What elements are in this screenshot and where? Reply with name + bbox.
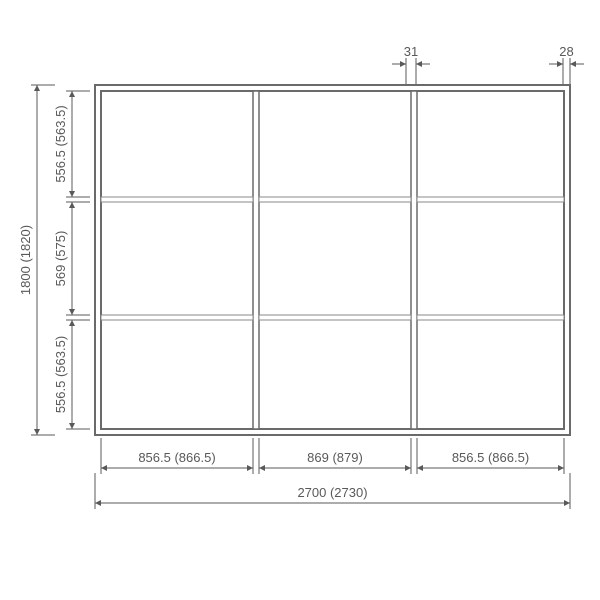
dim-label: 31 <box>404 44 418 59</box>
dim-label: 869 (879) <box>307 450 363 465</box>
dim-label: 28 <box>559 44 573 59</box>
mullion-0 <box>253 91 259 429</box>
dim-label: 556.5 (563.5) <box>53 105 68 182</box>
mullion-1 <box>411 91 417 429</box>
shelf-0-1 <box>259 197 411 202</box>
frame-outer <box>95 85 570 435</box>
shelf-1-2 <box>417 315 564 320</box>
dim-label: 856.5 (866.5) <box>138 450 215 465</box>
shelf-1-0 <box>101 315 253 320</box>
dim-label: 1800 (1820) <box>18 225 33 295</box>
dim-label: 856.5 (866.5) <box>452 450 529 465</box>
dim-label: 556.5 (563.5) <box>53 336 68 413</box>
dim-label: 2700 (2730) <box>297 485 367 500</box>
shelf-1-1 <box>259 315 411 320</box>
frame-inner <box>101 91 564 429</box>
dim-label: 569 (575) <box>53 231 68 287</box>
shelf-0-0 <box>101 197 253 202</box>
shelf-0-2 <box>417 197 564 202</box>
